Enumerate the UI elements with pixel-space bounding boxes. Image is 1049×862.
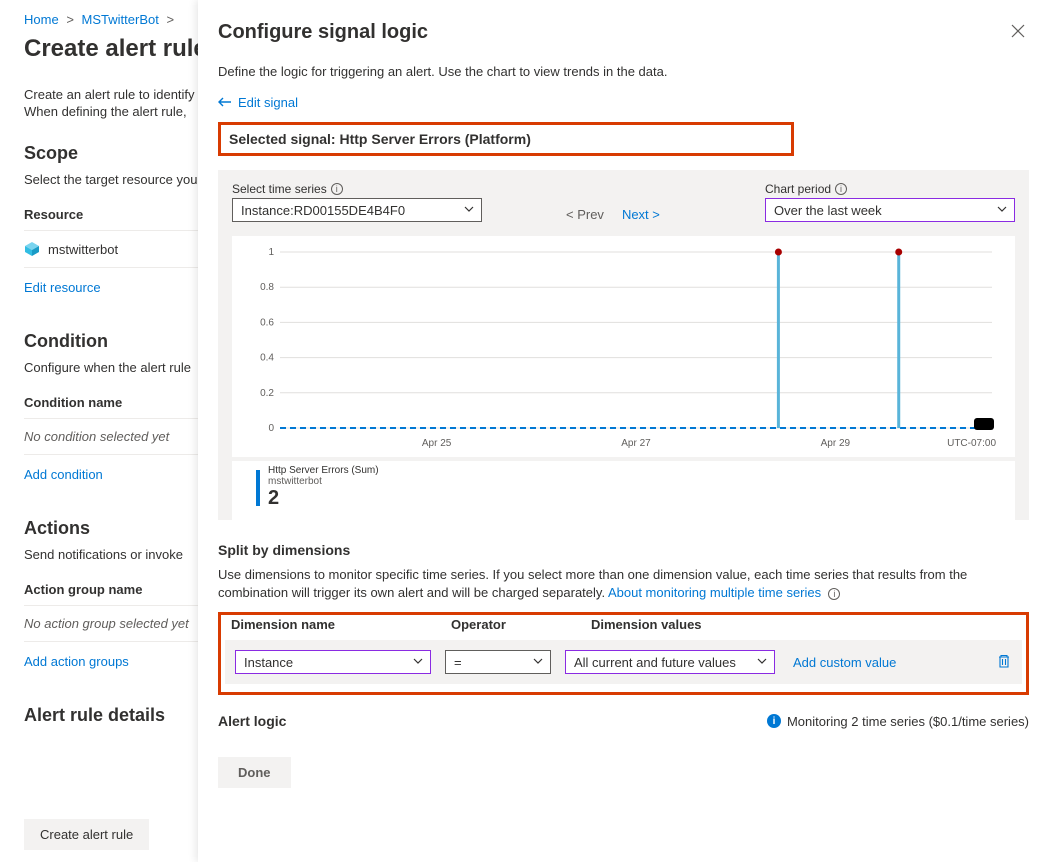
dimension-operator-select[interactable]: = xyxy=(445,650,551,674)
chart: 0 0.2 0.4 0.6 0.8 1 Apr 25 Apr 27 Apr 29 UTC-07:0… xyxy=(232,236,1015,457)
blade-body[interactable]: Define the logic for triggering an alert… xyxy=(198,52,1049,862)
intro-line2: When defining the alert rule, xyxy=(24,104,198,119)
add-custom-value-link[interactable]: Add custom value xyxy=(793,655,896,670)
chart-period-select[interactable]: Over the last week xyxy=(765,198,1015,222)
legend-subtitle: mstwitterbot xyxy=(268,476,379,487)
split-dimensions-heading: Split by dimensions xyxy=(218,542,1029,558)
resource-row: mstwitterbot xyxy=(24,231,198,268)
dimension-name-header: Dimension name xyxy=(231,617,431,632)
actions-subtext: Send notifications or invoke xyxy=(24,547,198,562)
resource-cube-icon xyxy=(24,241,40,257)
left-panel: Home > MSTwitterBot > Create alert rule … xyxy=(0,0,198,862)
info-icon[interactable]: i xyxy=(828,588,840,600)
info-icon[interactable]: i xyxy=(331,183,343,195)
time-series-select[interactable]: Instance:RD00155DE4B4F0 xyxy=(232,198,482,222)
dimension-header-row: Dimension name Operator Dimension values xyxy=(225,615,1022,640)
details-heading: Alert rule details xyxy=(24,705,198,726)
chevron-down-icon xyxy=(756,655,768,670)
chevron-down-icon xyxy=(412,655,424,670)
actions-heading: Actions xyxy=(24,518,198,539)
dimension-values-select[interactable]: All current and future values xyxy=(565,650,775,674)
page-title: Create alert rule xyxy=(24,35,198,63)
prev-page[interactable]: < Prev xyxy=(566,207,604,222)
no-action-row: No action group selected yet xyxy=(24,606,198,642)
chart-period-label: Chart period i xyxy=(765,182,1015,196)
time-series-label: Select time series i xyxy=(232,182,482,196)
monitoring-info: i Monitoring 2 time series ($0.1/time se… xyxy=(767,714,1029,729)
breadcrumb-sep: > xyxy=(66,12,74,27)
svg-text:Apr 29: Apr 29 xyxy=(821,438,851,449)
chevron-down-icon xyxy=(463,203,475,218)
split-dimensions-description: Use dimensions to monitor specific time … xyxy=(218,566,1029,602)
alert-logic-heading: Alert logic xyxy=(218,713,286,729)
svg-text:0.8: 0.8 xyxy=(260,282,274,293)
blade-title: Configure signal logic xyxy=(218,21,428,44)
breadcrumb: Home > MSTwitterBot > xyxy=(24,12,198,27)
chart-legend: Http Server Errors (Sum) mstwitterbot 2 xyxy=(232,461,1015,520)
chevron-down-icon xyxy=(532,655,544,670)
close-icon[interactable] xyxy=(1007,18,1029,47)
info-icon[interactable]: i xyxy=(835,183,847,195)
about-monitoring-link[interactable]: About monitoring multiple time series xyxy=(608,585,821,600)
svg-text:UTC-07:00: UTC-07:00 xyxy=(947,438,996,449)
info-blue-icon: i xyxy=(767,714,781,728)
chevron-down-icon xyxy=(996,203,1008,218)
no-condition-row: No condition selected yet xyxy=(24,419,198,455)
dimension-operator-header: Operator xyxy=(451,617,571,632)
next-page[interactable]: Next > xyxy=(622,207,660,222)
edit-resource-link[interactable]: Edit resource xyxy=(24,268,198,307)
condition-heading: Condition xyxy=(24,331,198,352)
done-button[interactable]: Done xyxy=(218,757,291,788)
chart-svg: 0 0.2 0.4 0.6 0.8 1 Apr 25 Apr 27 Apr 29 UTC-07:0… xyxy=(240,244,1000,454)
condition-column-header: Condition name xyxy=(24,387,198,419)
breadcrumb-app[interactable]: MSTwitterBot xyxy=(82,12,159,27)
breadcrumb-sep: > xyxy=(166,12,174,27)
dimension-row: Instance = All current and future values… xyxy=(225,640,1022,684)
action-column-header: Action group name xyxy=(24,574,198,606)
svg-text:Apr 27: Apr 27 xyxy=(621,438,651,449)
resource-name: mstwitterbot xyxy=(48,242,118,257)
configure-signal-blade: Configure signal logic Define the logic … xyxy=(198,0,1049,862)
create-alert-rule-button[interactable]: Create alert rule xyxy=(24,819,149,850)
legend-value: 2 xyxy=(268,487,379,510)
blade-description: Define the logic for triggering an alert… xyxy=(218,64,1029,79)
condition-subtext: Configure when the alert rule xyxy=(24,360,198,375)
legend-title: Http Server Errors (Sum) xyxy=(268,465,379,476)
svg-text:Apr 25: Apr 25 xyxy=(422,438,452,449)
svg-text:0.4: 0.4 xyxy=(260,353,274,364)
svg-text:0.2: 0.2 xyxy=(260,388,274,399)
add-condition-link[interactable]: Add condition xyxy=(24,455,198,494)
selected-signal-highlight: Selected signal: Http Server Errors (Pla… xyxy=(218,122,794,156)
legend-color-bar xyxy=(256,470,260,506)
svg-text:1: 1 xyxy=(268,247,274,258)
edit-signal-label: Edit signal xyxy=(238,95,298,110)
selected-signal-text: Selected signal: Http Server Errors (Pla… xyxy=(229,131,531,147)
svg-text:0.6: 0.6 xyxy=(260,317,274,328)
dimension-name-select[interactable]: Instance xyxy=(235,650,431,674)
arrow-left-icon xyxy=(218,95,232,110)
resource-column-header: Resource xyxy=(24,199,198,231)
scope-heading: Scope xyxy=(24,143,198,164)
delete-dimension-icon[interactable] xyxy=(996,653,1012,672)
add-action-link[interactable]: Add action groups xyxy=(24,642,198,681)
chart-block: Select time series i Instance:RD00155DE4… xyxy=(218,170,1029,520)
breadcrumb-home[interactable]: Home xyxy=(24,12,59,27)
svg-text:0: 0 xyxy=(268,423,274,434)
edit-signal-link[interactable]: Edit signal xyxy=(218,95,1029,110)
dimension-values-header: Dimension values xyxy=(591,617,1016,632)
dimension-highlight-box: Dimension name Operator Dimension values… xyxy=(218,612,1029,695)
intro-line1: Create an alert rule to identify xyxy=(24,87,198,102)
scope-subtext: Select the target resource you xyxy=(24,172,198,187)
